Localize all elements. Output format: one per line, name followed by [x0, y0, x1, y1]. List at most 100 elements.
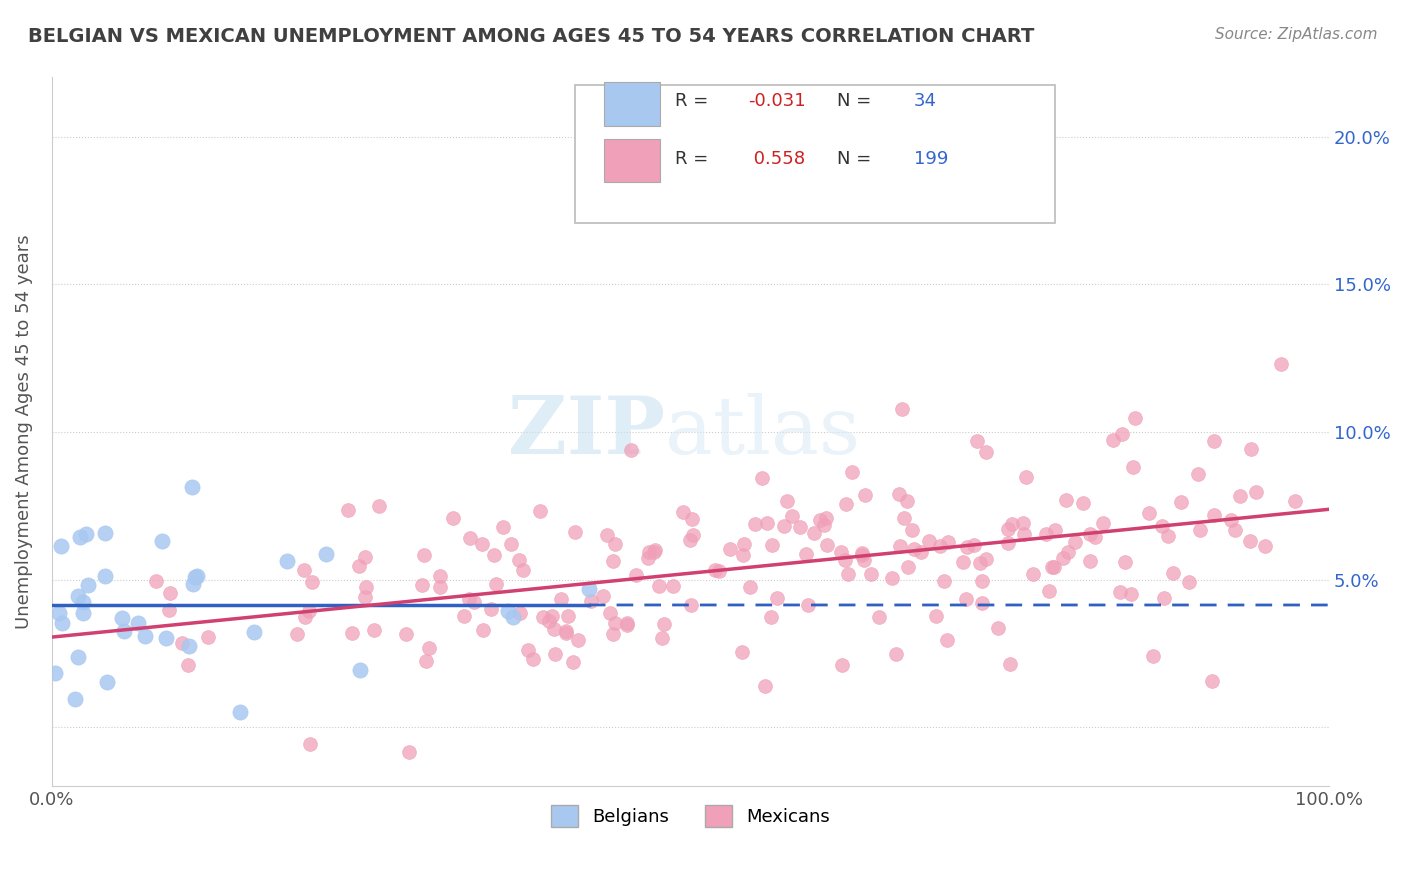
Point	[682, 527, 704, 541]
Point	[851, 548, 873, 562]
Text: ZIP: ZIP	[508, 393, 665, 471]
Point	[970, 574, 993, 588]
Point	[415, 654, 437, 668]
Point	[557, 609, 579, 624]
Point	[172, 636, 194, 650]
Point	[794, 547, 817, 561]
Text: atlas: atlas	[665, 393, 860, 471]
Point	[413, 549, 436, 563]
Point	[1253, 539, 1275, 553]
Point	[929, 539, 952, 553]
FancyBboxPatch shape	[575, 85, 1054, 223]
Point	[789, 520, 811, 534]
Point	[761, 538, 783, 552]
Point	[181, 576, 204, 591]
Point	[93, 569, 115, 583]
Point	[66, 589, 89, 603]
Point	[897, 559, 920, 574]
Point	[544, 648, 567, 662]
Point	[145, 574, 167, 589]
Point	[880, 571, 903, 585]
Point	[1035, 527, 1057, 541]
Point	[1220, 513, 1243, 527]
Point	[561, 655, 583, 669]
Point	[841, 465, 863, 479]
Point	[159, 586, 181, 600]
Point	[395, 626, 418, 640]
Point	[340, 626, 363, 640]
Point	[292, 563, 315, 577]
Point	[679, 533, 702, 548]
Text: R =: R =	[675, 150, 714, 168]
Point	[567, 632, 589, 647]
Point	[654, 617, 676, 632]
Legend: Belgians, Mexicans: Belgians, Mexicans	[543, 797, 838, 834]
Point	[72, 606, 94, 620]
Point	[815, 511, 838, 525]
Text: 0.558: 0.558	[748, 150, 806, 168]
Point	[1246, 484, 1268, 499]
Point	[1040, 560, 1063, 574]
Point	[661, 579, 683, 593]
Point	[1084, 530, 1107, 544]
Point	[1229, 489, 1251, 503]
Point	[337, 503, 360, 517]
Point	[516, 643, 538, 657]
Point	[703, 563, 725, 577]
Point	[458, 531, 481, 545]
Point	[1187, 467, 1209, 482]
Point	[1043, 523, 1066, 537]
Point	[349, 663, 371, 677]
Point	[1153, 591, 1175, 605]
Point	[179, 639, 201, 653]
Point	[44, 665, 66, 680]
Text: N =: N =	[838, 92, 877, 110]
Point	[502, 610, 524, 624]
Point	[620, 443, 643, 458]
Point	[1015, 469, 1038, 483]
Point	[643, 545, 665, 559]
Text: Source: ZipAtlas.com: Source: ZipAtlas.com	[1215, 27, 1378, 42]
Point	[599, 606, 621, 620]
Point	[1161, 566, 1184, 580]
Point	[429, 569, 451, 583]
Point	[755, 516, 778, 530]
Point	[441, 511, 464, 525]
Point	[602, 627, 624, 641]
Point	[354, 591, 377, 605]
Point	[541, 608, 564, 623]
Point	[453, 609, 475, 624]
Point	[157, 603, 180, 617]
Point	[578, 582, 600, 596]
Point	[512, 563, 534, 577]
Point	[903, 542, 925, 557]
Point	[605, 537, 627, 551]
Point	[773, 518, 796, 533]
Text: N =: N =	[838, 150, 877, 168]
Point	[197, 630, 219, 644]
Point	[1091, 516, 1114, 530]
Point	[644, 542, 666, 557]
Point	[134, 628, 156, 642]
Point	[1225, 523, 1247, 537]
Point	[398, 745, 420, 759]
Point	[592, 589, 614, 603]
Point	[679, 599, 702, 613]
Point	[184, 569, 207, 583]
Point	[766, 591, 789, 605]
Point	[1142, 648, 1164, 663]
Point	[970, 596, 993, 610]
Point	[596, 527, 619, 541]
FancyBboxPatch shape	[603, 82, 659, 126]
Point	[835, 497, 858, 511]
Point	[471, 623, 494, 637]
Point	[616, 616, 638, 631]
Point	[522, 652, 544, 666]
Point	[901, 524, 924, 538]
Point	[315, 547, 337, 561]
Point	[896, 494, 918, 508]
Point	[797, 598, 820, 612]
Point	[987, 621, 1010, 635]
Point	[602, 554, 624, 568]
Point	[63, 692, 86, 706]
